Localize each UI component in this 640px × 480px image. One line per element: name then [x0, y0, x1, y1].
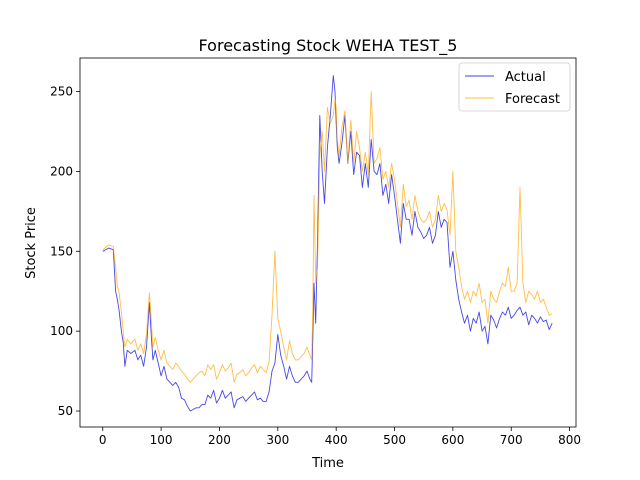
x-tick-label: 600	[441, 433, 464, 447]
x-tick-label: 400	[325, 433, 348, 447]
plot-area: 0 100 200 300 400 500 600 700 800 50 100 150 200 250	[50, 57, 581, 447]
x-axis-label: Time	[311, 456, 344, 471]
chart-title: Forecasting Stock WEHA TEST_5	[199, 36, 458, 56]
axes-frame	[79, 57, 577, 428]
y-axis-label: Stock Price	[24, 207, 39, 279]
x-tick-label: 300	[266, 433, 289, 447]
y-tick-label: 50	[58, 404, 73, 418]
series-line-forecast	[102, 91, 553, 383]
legend-label-forecast: Forecast	[505, 92, 560, 107]
x-tick-label: 200	[208, 433, 231, 447]
x-tick-label: 800	[558, 433, 581, 447]
y-tick-label: 200	[50, 164, 73, 178]
legend-label-actual: Actual	[505, 70, 546, 85]
x-tick-label: 0	[99, 433, 107, 447]
y-tick-label: 100	[50, 324, 73, 338]
y-tick-label: 250	[50, 85, 73, 99]
x-tick-label: 500	[383, 433, 406, 447]
x-tick-label: 100	[150, 433, 173, 447]
x-tick-label: 700	[500, 433, 523, 447]
legend: Actual Forecast	[458, 62, 571, 112]
y-tick-label: 150	[50, 244, 73, 258]
series-line-actual	[102, 75, 553, 412]
legend-box	[458, 62, 571, 112]
